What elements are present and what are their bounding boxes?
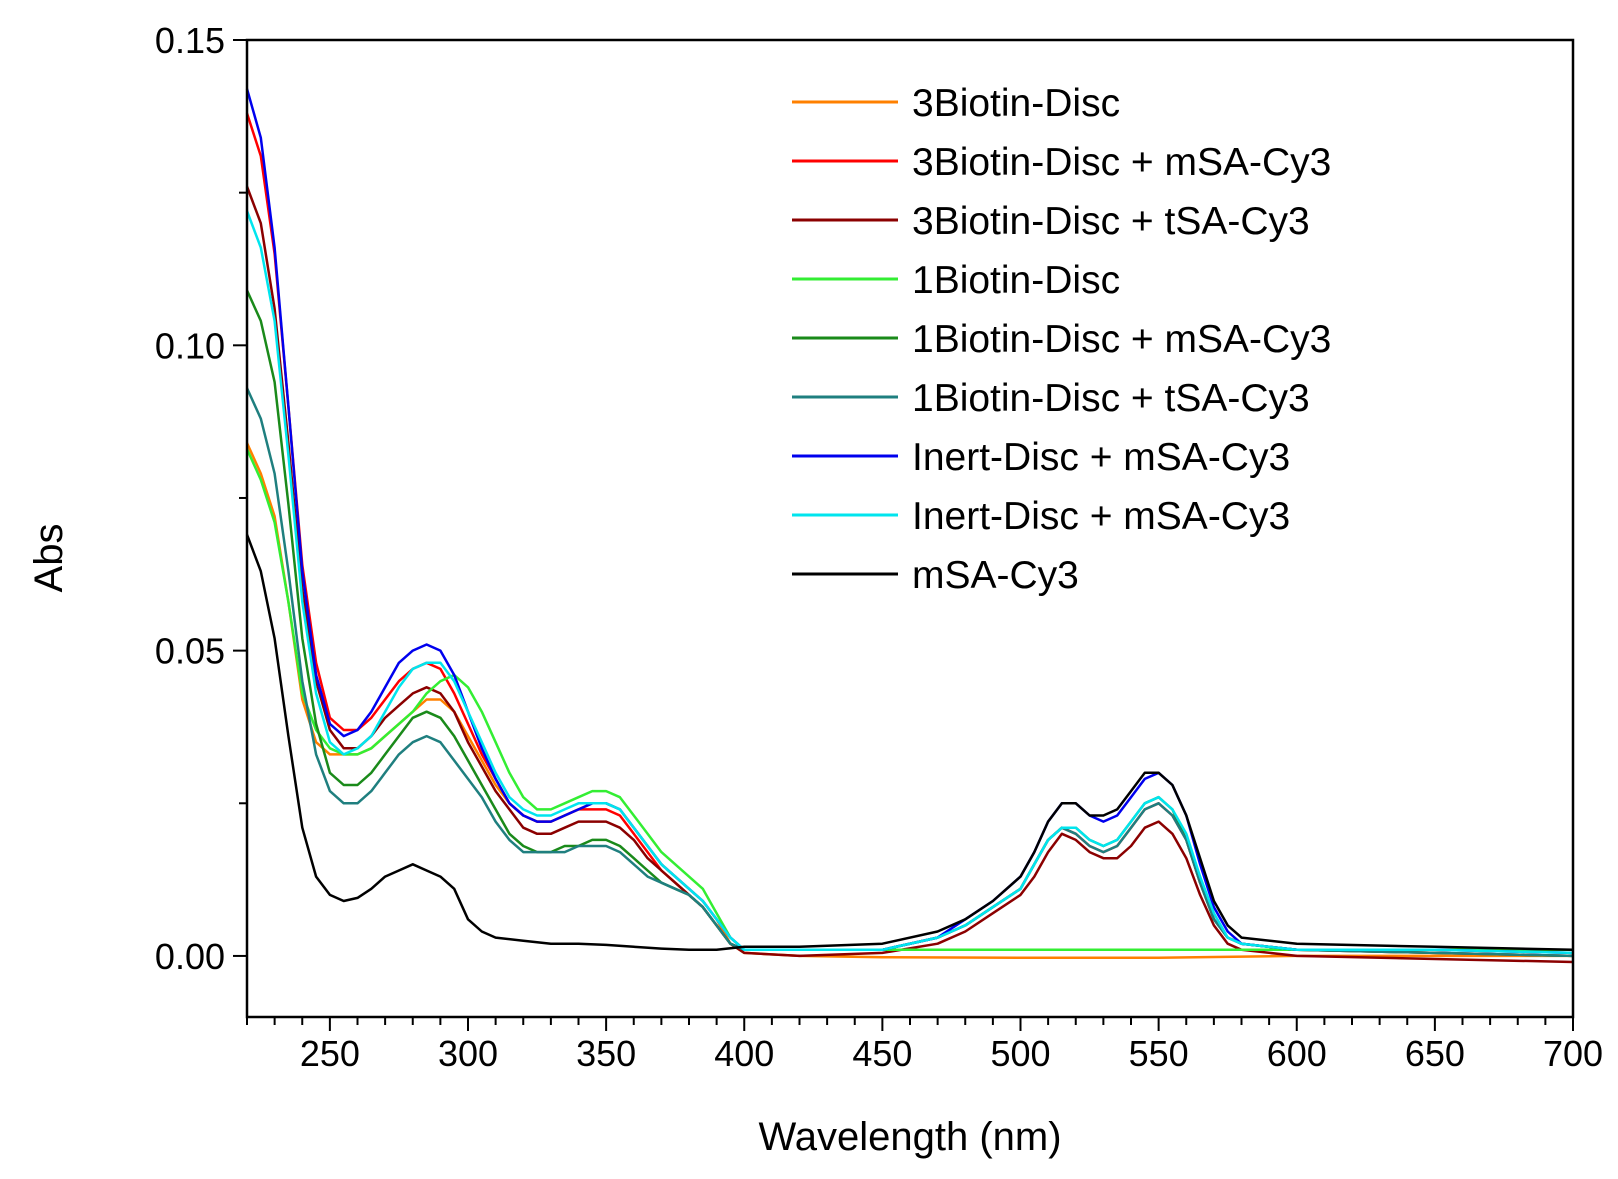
legend-label: 3Biotin-Disc + tSA-Cy3	[912, 200, 1310, 243]
legend-label: 3Biotin-Disc	[912, 82, 1120, 125]
series-line-5	[245, 289, 1574, 958]
plot-frame	[245, 38, 1575, 1019]
series-line-2	[245, 112, 1574, 958]
x-tick-label: 550	[1129, 1033, 1189, 1074]
y-tick-label: 0.00	[155, 936, 225, 977]
y-tick-label: 0.15	[155, 20, 225, 61]
series-line-8	[245, 210, 1574, 955]
series-line-3	[245, 186, 1574, 964]
series-layer	[245, 88, 1574, 964]
ticks-layer: 250 300 350 400 450 500 550 600 650 700 0.00 0.05 0.…	[155, 20, 1603, 1074]
x-axis-label: Wavelength (nm)	[758, 1115, 1061, 1159]
legend-label: Inert-Disc + mSA-Cy3	[912, 495, 1290, 538]
x-tick-label: 350	[576, 1033, 636, 1074]
y-axis-label: Abs	[27, 524, 71, 593]
legend-label: 3Biotin-Disc + mSA-Cy3	[912, 141, 1331, 184]
x-tick-label: 400	[714, 1033, 774, 1074]
x-tick-label: 600	[1267, 1033, 1327, 1074]
series-line-6	[245, 387, 1574, 958]
y-tick-label: 0.05	[155, 631, 225, 672]
x-tick-label: 650	[1405, 1033, 1465, 1074]
legend-label: mSA-Cy3	[912, 554, 1079, 597]
x-tick-label: 700	[1543, 1033, 1603, 1074]
legend-label: 1Biotin-Disc + mSA-Cy3	[912, 318, 1331, 361]
legend-label: 1Biotin-Disc	[912, 259, 1120, 302]
x-tick-label: 450	[852, 1033, 912, 1074]
y-tick-label: 0.10	[155, 325, 225, 366]
x-tick-label: 500	[990, 1033, 1050, 1074]
series-line-9	[245, 534, 1574, 952]
x-tick-label: 250	[300, 1033, 360, 1074]
legend-label: 1Biotin-Disc + tSA-Cy3	[912, 377, 1310, 420]
series-line-7	[245, 88, 1574, 955]
legend-label: Inert-Disc + mSA-Cy3	[912, 436, 1290, 479]
legend: 3Biotin-Disc 3Biotin-Disc + mSA-Cy3 3Bioti…	[792, 82, 1331, 597]
x-tick-label: 300	[438, 1033, 498, 1074]
